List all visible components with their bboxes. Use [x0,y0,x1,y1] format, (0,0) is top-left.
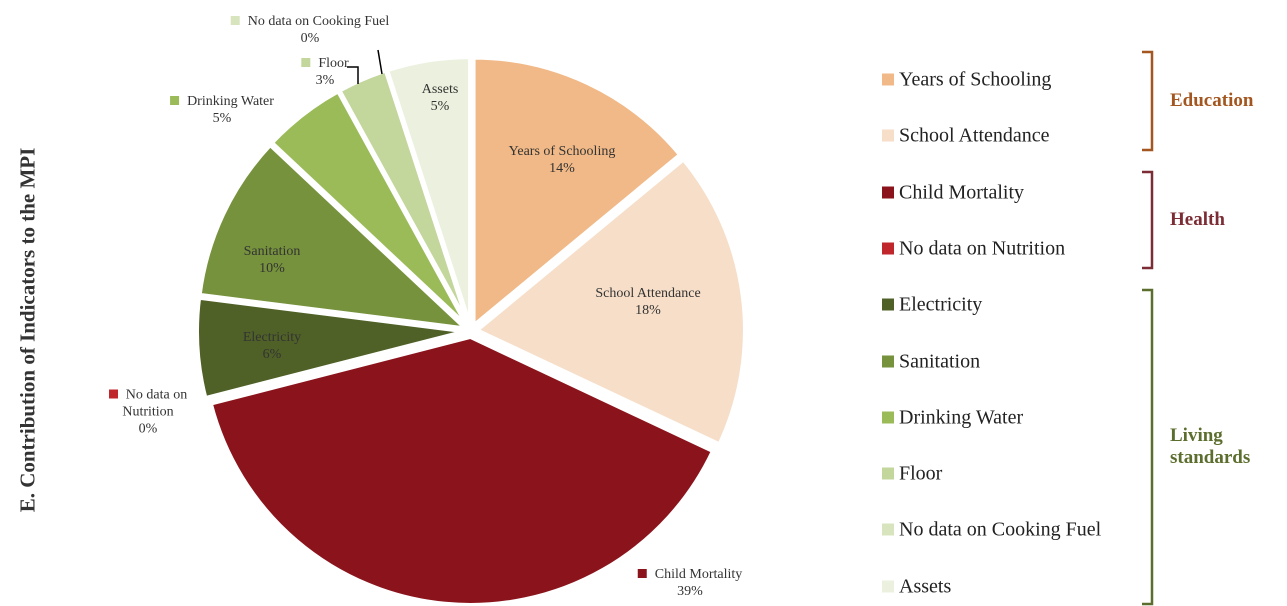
legend-marker [882,298,894,311]
group-bracket [1142,170,1154,270]
data-label-marker [230,16,240,25]
legend-marker [882,73,894,86]
pie-slice [208,334,716,606]
legend-text: Assets [899,575,952,598]
legend-marker [882,580,894,593]
data-label-marker [301,58,311,67]
legend-entry: Assets [882,575,951,598]
label-text: Electricity [242,330,302,345]
legend-entry: Sanitation [882,350,980,373]
data-label-value: 5% [212,111,232,126]
data-label-value: 39% [677,584,703,599]
data-label-name: Drinking Water [170,93,274,110]
label-text: School Attendance [595,286,701,301]
label-text: Sanitation [243,244,301,259]
axis-title: E. Contribution of Indicators to the MPI [15,147,40,513]
data-label: Assets 5% [422,81,459,115]
data-label-value: 0% [300,31,320,46]
data-label-name: No data on Cooking Fuel [230,13,390,30]
legend-text: Years of Schooling [899,68,1052,91]
legend-text: No data on Nutrition [899,237,1066,260]
data-label: Sanitation 10% [244,243,301,277]
data-label-name: School Attendance [595,285,700,302]
group-label: Living standards [1170,425,1251,468]
pie-slice [197,142,472,332]
group-label: Education [1170,90,1254,111]
data-label-value: 6% [262,347,282,362]
legend-entry: Years of Schooling [882,69,1051,92]
data-label-value: 10% [259,261,285,276]
data-label-name: Child Mortality [637,566,743,583]
pie-slice [471,55,683,330]
data-label-name: Assets [422,81,459,98]
label-text: Years of Schooling [508,144,616,159]
label-text: No data on Cooking Fuel [247,14,390,29]
legend-entry: No data on Cooking Fuel [882,519,1101,542]
data-label: Years of Schooling 14% [509,143,616,177]
data-label-marker [108,389,118,399]
data-label-marker [170,96,180,105]
data-label-value: 0% [138,421,158,437]
label-text: Floor [318,56,349,71]
legend-text: Floor [899,462,943,485]
data-label-value: 3% [315,73,335,88]
leader-line [377,49,383,75]
legend-marker [882,523,894,536]
data-label-value: 14% [549,161,575,176]
label-text: Drinking Water [187,94,274,109]
legend-entry: Electricity [882,294,982,317]
legend-entry: Floor [882,463,942,486]
legend-text: School Attendance [899,124,1050,147]
legend-marker [882,355,894,367]
data-label: Drinking Water 5% [170,93,274,127]
legend-entry: School Attendance [882,125,1050,148]
group-bracket [1142,50,1154,152]
label-text: Assets [421,82,459,97]
data-label: Floor 3% [301,55,349,89]
legend-marker [882,467,894,480]
data-label-name: Sanitation [244,243,301,260]
pie-slice [473,156,747,448]
group-label: Health [1170,209,1225,230]
pie-slice [195,295,466,401]
label-text: No data on Nutrition [122,387,188,420]
data-label-name: Floor [301,55,349,72]
legend-text: Electricity [899,293,983,316]
label-text: Child Mortality [654,567,743,582]
group-bracket [1142,288,1154,606]
legend-marker [882,186,894,199]
data-label: No data on Nutrition 0% [88,387,208,438]
legend-text: No data on Cooking Fuel [899,518,1102,541]
legend-marker [882,242,894,255]
data-label-name: Years of Schooling [509,143,616,160]
legend-entry: Drinking Water [882,406,1023,429]
legend-text: Drinking Water [899,406,1024,429]
legend-marker [882,411,894,424]
data-label: Electricity 6% [243,329,301,363]
data-label-marker [637,569,647,578]
legend-marker [882,129,894,142]
data-label-value: 5% [430,99,450,114]
legend-entry: No data on Nutrition [882,237,1065,260]
data-label: Child Mortality 39% [637,566,743,600]
leader-line [347,66,359,84]
legend-text: Sanitation [899,350,981,372]
legend-text: Child Mortality [899,181,1024,204]
legend-entry: Child Mortality [882,181,1024,204]
data-label: School Attendance 18% [595,285,700,319]
data-label-value: 18% [635,303,661,318]
data-label-name: Electricity [243,329,301,346]
data-label-name: No data on Nutrition [88,387,208,421]
pie-slice [384,55,473,326]
data-label: No data on Cooking Fuel 0% [230,13,390,47]
